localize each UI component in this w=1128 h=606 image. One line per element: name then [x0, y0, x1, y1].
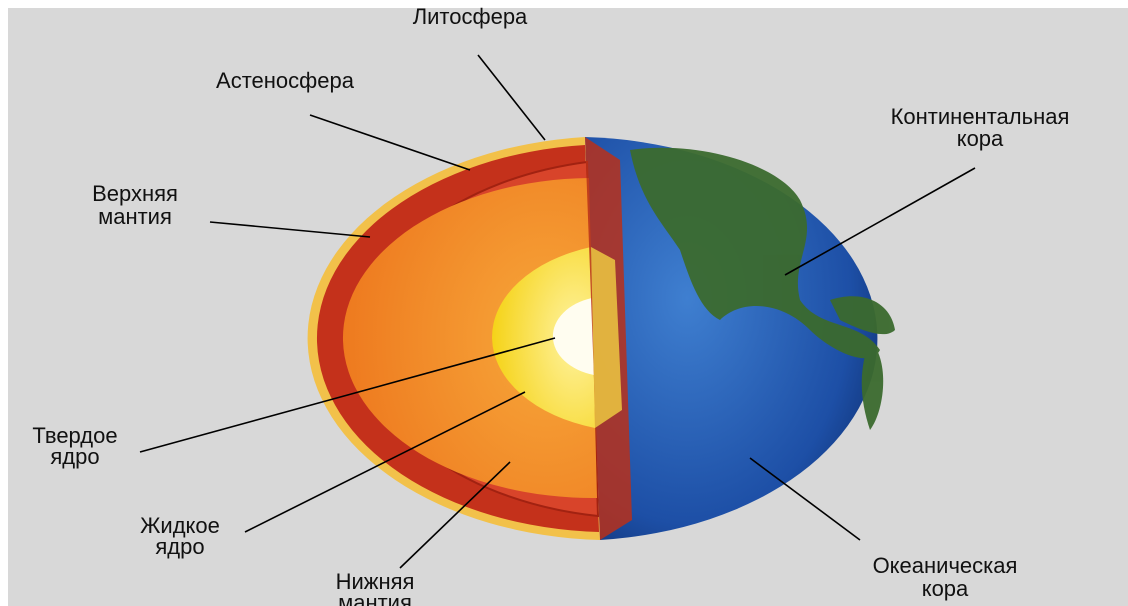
label: Твердое — [32, 423, 117, 448]
label: Астеносфера — [216, 68, 355, 93]
label: Литосфера — [413, 4, 528, 29]
label: Океаническая — [873, 553, 1018, 578]
label: ядро — [155, 534, 204, 559]
earth — [307, 137, 895, 540]
label: Жидкое — [140, 513, 220, 538]
label: Нижняя — [336, 569, 415, 594]
label: ядро — [50, 444, 99, 469]
label: мантия — [338, 590, 412, 606]
leader-lines — [139, 54, 976, 569]
label: кора — [957, 126, 1004, 151]
label: Верхняя — [92, 181, 178, 206]
labels: Литосфера Астеносфера Верхняя мантия Кон… — [32, 4, 1069, 606]
label: мантия — [98, 204, 172, 229]
cut-section — [307, 137, 632, 540]
label: Континентальная — [891, 104, 1070, 129]
label: кора — [922, 576, 969, 601]
continents — [630, 147, 895, 430]
